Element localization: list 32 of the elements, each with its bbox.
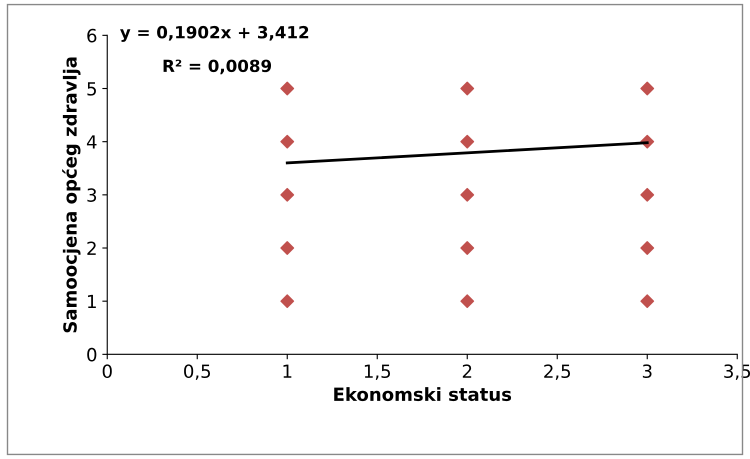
point [460, 134, 474, 149]
y-tick-label: 6 [87, 28, 96, 42]
x-tick-label: 1,5 [364, 364, 390, 380]
point [460, 188, 474, 202]
point [280, 241, 294, 255]
y-tick-label: 0 [87, 348, 96, 362]
y-tick-label: 3 [87, 188, 96, 202]
y-axis-title: Samoocjena općeg zdravlja [62, 57, 80, 332]
point [460, 294, 474, 308]
point [640, 188, 654, 202]
x-tick-label: 0 [102, 364, 112, 378]
x-axis-title: Ekonomski status [334, 387, 512, 402]
point [280, 294, 294, 308]
point [280, 134, 294, 149]
y-tick-label: 5 [87, 82, 96, 96]
point [280, 188, 294, 202]
x-tick-label: 3 [642, 364, 652, 378]
point [280, 82, 294, 96]
y-tick-label: 1 [88, 294, 96, 308]
y-tick-label: 2 [87, 241, 96, 255]
x-tick-label: 1 [283, 364, 292, 378]
annotation: y = 0,1902x + 3,412 [120, 26, 308, 42]
x-tick-label: 2 [462, 364, 472, 378]
annotation: R² = 0,0089 [164, 60, 272, 74]
point [460, 241, 474, 255]
x-tick-label: 2,5 [544, 364, 570, 380]
point [640, 294, 654, 308]
point [460, 82, 474, 96]
point [640, 241, 654, 255]
y-tick-label: 4 [86, 135, 97, 149]
x-tick-label: 0,5 [184, 364, 210, 380]
point [640, 82, 654, 96]
